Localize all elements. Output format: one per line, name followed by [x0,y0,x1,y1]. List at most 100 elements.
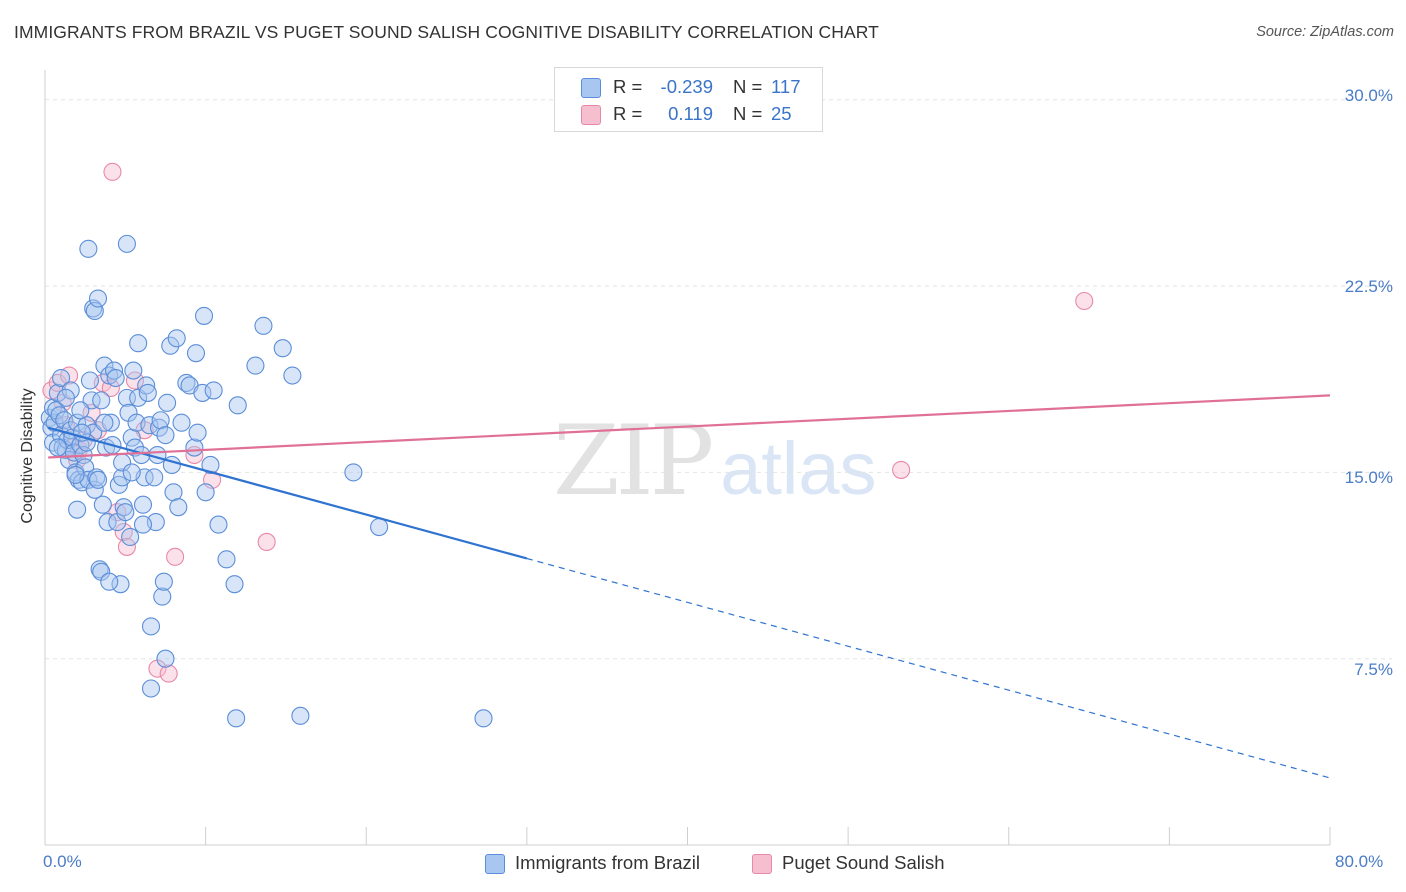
data-point-brazil [117,234,136,253]
legend-swatch-blue [485,854,505,874]
data-point-brazil [283,366,302,385]
data-point-brazil [88,289,108,308]
data-point-brazil [93,495,112,514]
legend-swatch-pink [752,854,772,874]
data-point-brazil [88,470,108,489]
watermark-atlas: atlas [720,427,877,510]
legend-item-label: Puget Sound Salish [782,852,945,873]
data-point-salish [117,537,136,556]
data-point-brazil [138,383,157,402]
legend-n-value: 117 [771,76,801,97]
data-point-salish [166,547,185,566]
trend-line-brazil [47,426,528,560]
y-tick-label: 15.0% [1344,468,1393,487]
y-tick-label: 7.5% [1354,660,1393,679]
data-point-brazil [156,426,175,445]
source-label: Source: ZipAtlas.com [1256,24,1394,40]
data-point-brazil [52,368,71,388]
data-point-brazil [116,503,135,522]
data-point-brazil [149,418,169,437]
data-point-brazil [186,344,206,363]
data-point-brazil [129,334,148,353]
data-point-brazil [72,423,91,442]
data-point-brazil [122,463,141,482]
data-point-brazil [121,527,140,547]
x-tick-label: 80.0% [1335,852,1384,871]
data-point-salish [892,460,911,479]
legend-n-label: N = [733,76,763,97]
data-point-brazil [153,587,172,606]
trend-lines [47,394,1331,779]
data-point-brazil [161,336,180,355]
y-tick-label: 22.5% [1344,277,1393,296]
data-point-brazil [79,239,98,258]
watermark: ZIP atlas [553,405,877,517]
data-point-brazil [137,376,156,395]
data-point-brazil [246,356,265,375]
data-point-brazil [474,709,493,728]
data-point-brazil [56,388,75,407]
data-point-brazil [158,393,177,412]
series-immigrants-from-brazil-points [40,234,493,728]
trend-line-salish [48,394,1331,459]
data-point-brazil [106,368,125,388]
data-point-brazil [209,515,228,534]
data-point-brazil [141,679,161,698]
data-point-brazil [169,498,188,517]
correlation-legend: R = -0.239 N = 117 R = 0.119 N = 25 [554,67,823,132]
data-point-brazil [111,575,130,594]
data-point-brazil [113,468,132,487]
data-point-salish [103,162,122,181]
data-point-brazil [71,401,90,420]
legend-row-brazil: R = -0.239 N = 117 [555,74,822,100]
data-point-brazil [66,465,85,484]
data-point-brazil [68,500,87,519]
data-point-brazil [100,572,119,591]
data-point-brazil [227,709,246,728]
data-point-brazil [291,706,310,725]
data-point-brazil [370,518,389,537]
data-point-brazil [201,455,220,475]
data-point-brazil [167,329,186,348]
data-point-brazil [193,383,212,402]
legend-r-value: -0.239 [660,76,713,97]
data-point-brazil [80,371,100,390]
legend-r-label: R = [613,76,643,97]
legend-n-value: 25 [771,103,792,124]
series-legend: Immigrants from Brazil Puget Sound Salis… [0,852,1406,878]
data-point-brazil [95,413,114,432]
data-point-brazil [133,515,153,534]
grid-lines [45,99,1392,660]
series-puget-sound-salish-points [42,162,1094,683]
data-point-brazil [133,495,153,514]
data-point-brazil [225,575,244,594]
data-point-brazil [172,413,191,432]
data-point-brazil [141,617,161,636]
legend-r-label: R = [613,103,643,124]
data-point-brazil [204,381,223,400]
data-point-brazil [196,483,215,502]
legend-r-value: 0.119 [668,103,713,124]
legend-item-label: Immigrants from Brazil [515,852,701,873]
data-point-brazil [101,413,120,432]
data-point-brazil [154,572,173,591]
data-point-brazil [48,438,67,457]
data-point-brazil [228,396,247,415]
data-point-brazil [217,550,236,569]
data-point-brazil [185,438,204,457]
data-point-brazil [124,361,143,380]
data-point-salish [257,532,276,552]
data-point-brazil [145,468,164,487]
data-point-brazil [344,463,363,482]
data-point-salish [1075,291,1094,311]
axes [44,70,1331,846]
data-point-salish [159,664,178,683]
watermark-zip: ZIP [553,405,714,517]
data-point-brazil [177,373,196,393]
data-point-brazil [273,339,292,358]
data-point-brazil [254,316,273,335]
data-point-brazil [95,356,114,375]
legend-row-salish: R = 0.119 N = 25 [555,101,822,127]
data-point-brazil [105,361,124,380]
